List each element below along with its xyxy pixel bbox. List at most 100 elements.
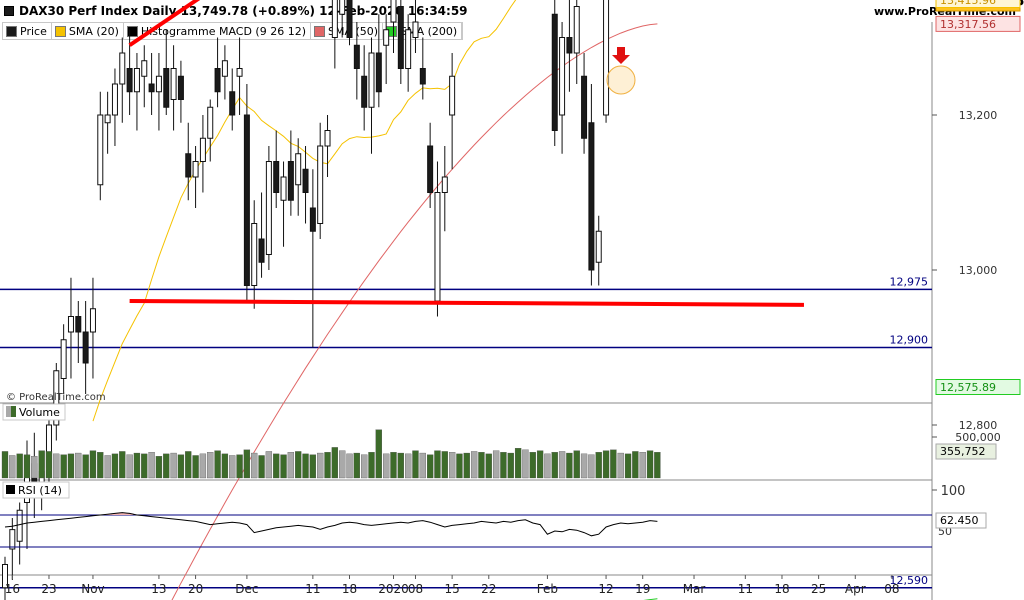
candle-body — [427, 145, 434, 193]
candle-body — [346, 0, 353, 38]
candle-body — [317, 145, 324, 224]
price-tick-label: 12,800 — [959, 419, 998, 432]
volume-bar — [9, 455, 16, 479]
volume-bar — [602, 450, 610, 479]
candle-body — [375, 52, 382, 93]
volume-grey-swatch-icon — [6, 406, 11, 417]
volume-bar — [397, 452, 404, 479]
volume-bar — [111, 453, 119, 479]
candle-body — [60, 339, 67, 379]
volume-bar — [558, 451, 566, 479]
volume-bar — [339, 450, 346, 479]
highlight-circle — [606, 65, 636, 95]
volume-bar — [23, 454, 31, 479]
volume-bar — [566, 452, 573, 479]
volume-bar — [646, 450, 654, 479]
sma50-swatch-icon — [314, 25, 326, 37]
volume-bar — [251, 452, 258, 479]
volume-bar — [82, 454, 89, 479]
x-tick-label: 22 — [481, 582, 496, 596]
volume-bar — [287, 452, 295, 479]
legend-price[interactable]: Price — [3, 23, 52, 39]
candle-body — [199, 137, 206, 162]
rsi-line — [4, 512, 658, 537]
volume-bar — [573, 450, 580, 479]
candle-body — [419, 68, 426, 85]
candle-body — [397, 6, 404, 69]
volume-bar — [67, 453, 75, 479]
volume-tag-label: 355,752 — [940, 445, 986, 458]
candle-body — [97, 114, 104, 186]
copyright-text: © ProRealTime.com — [6, 392, 106, 403]
rsi-overbought-fill — [118, 512, 126, 515]
legend-sma20[interactable]: SMA (20) — [52, 23, 124, 39]
volume-bar — [236, 454, 243, 479]
legend-macd[interactable]: Histogramme MACD (9 26 12) — [124, 23, 312, 39]
candle-body — [559, 37, 566, 116]
volume-bar — [104, 455, 111, 479]
candle-body — [2, 564, 8, 589]
volume-bar — [45, 451, 53, 479]
volume-bar — [1, 451, 9, 479]
candle-body — [82, 331, 89, 364]
volume-bar — [199, 453, 207, 479]
volume-bar — [148, 452, 155, 479]
x-tick-label: 16 — [5, 582, 20, 596]
candle-body — [221, 60, 228, 77]
volume-bar — [119, 451, 126, 479]
candle-body — [229, 91, 236, 116]
candle-body — [111, 83, 118, 116]
candle-body — [163, 68, 170, 108]
volume-bar — [295, 451, 302, 479]
rsi-overbought-fill — [125, 513, 134, 515]
legend-sma50[interactable]: SMA (50) — [311, 23, 384, 39]
x-tick-label: 08 — [884, 582, 899, 596]
price-swatch-icon — [4, 6, 14, 16]
rsi-tag — [935, 512, 987, 529]
candle-body — [331, 0, 338, 38]
x-tick-label: 12 — [598, 582, 613, 596]
candle-body — [243, 114, 250, 286]
volume-bar — [273, 453, 280, 479]
price-tag — [935, 15, 1021, 32]
candle-body — [383, 29, 390, 46]
price-tag — [935, 379, 1021, 395]
candle-body — [126, 68, 133, 93]
sma20-swatch-icon — [54, 25, 66, 37]
candle-body — [214, 68, 221, 93]
candle-body — [280, 176, 287, 201]
candle-body — [273, 161, 280, 193]
volume-bar — [595, 452, 602, 479]
volume-bar — [324, 452, 331, 479]
candle-body — [588, 122, 595, 271]
trendline — [129, 299, 804, 307]
price-tick-label: 13,200 — [959, 109, 998, 122]
volume-bar — [361, 454, 368, 479]
volume-bar — [16, 453, 23, 479]
candle-body — [405, 29, 412, 69]
volume-title: Volume — [19, 406, 60, 419]
volume-green-swatch-icon — [11, 406, 16, 417]
candle-body — [361, 75, 368, 108]
volume-bar — [654, 452, 661, 479]
volume-bar — [97, 452, 104, 479]
volume-bar — [163, 453, 170, 479]
volume-bar — [470, 451, 478, 479]
volume-bar — [229, 455, 236, 479]
level-label: 12,590 — [890, 574, 929, 587]
volume-bar — [155, 456, 163, 479]
volume-bar — [38, 450, 45, 479]
volume-bar — [383, 453, 390, 479]
volume-bar — [617, 452, 624, 479]
rsi-overbought-fill — [111, 513, 119, 515]
volume-bar — [170, 452, 177, 479]
candle-body — [9, 529, 16, 550]
volume-bar — [207, 452, 214, 479]
candle-body — [434, 192, 441, 302]
volume-bar — [448, 452, 456, 479]
rsi-tag-label: 62.450 — [940, 514, 979, 527]
sma20-line — [92, 0, 517, 422]
volume-bar — [434, 450, 441, 479]
volume-bar — [624, 453, 632, 479]
